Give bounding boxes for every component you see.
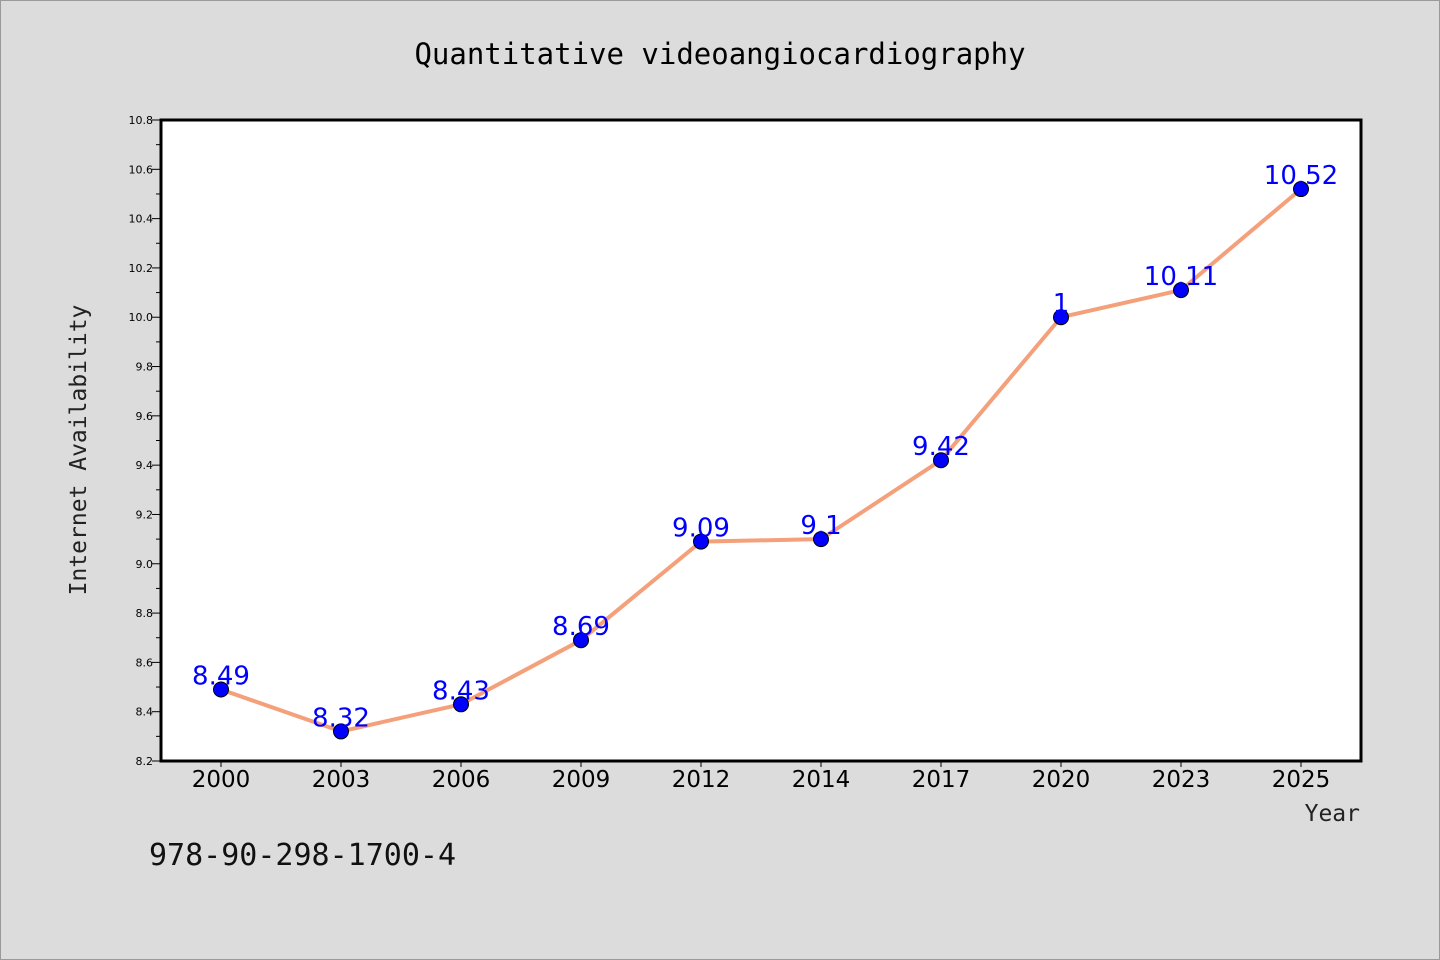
- data-point: [933, 452, 949, 469]
- data-label: 10.11: [1144, 262, 1218, 292]
- chart-title: Quantitative videoangiocardiography: [414, 37, 1025, 71]
- series-group: [213, 181, 1309, 740]
- y-tick-label: 9.8: [136, 361, 154, 374]
- x-axis: 2000 2003 2006 2009 2012 2014 2017 2020 2023 2025: [192, 761, 1331, 793]
- x-tick-label: 2000: [192, 767, 251, 793]
- y-tick-label: 10.6: [129, 163, 154, 176]
- y-tick-label: 8.2: [136, 755, 154, 768]
- y-tick-label: 8.8: [136, 607, 154, 620]
- series-line: [219, 187, 1303, 734]
- data-point: [573, 632, 589, 649]
- data-point: [813, 531, 829, 548]
- data-point: [693, 533, 709, 550]
- data-label: 9.09: [672, 514, 730, 544]
- y-tick-label: 9.0: [136, 558, 154, 571]
- data-labels: 8.49 8.32 8.43 8.69 9.09 9.1 9.42 1 10.11 10.52: [192, 161, 1338, 733]
- x-axis-label: Year: [1305, 801, 1360, 827]
- y-tick-label: 9.6: [136, 410, 154, 423]
- data-point: [333, 723, 349, 740]
- x-tick-label: 2020: [1032, 767, 1091, 793]
- y-axis-label: Internet Availability: [66, 305, 92, 596]
- x-tick-label: 2025: [1272, 767, 1331, 793]
- plot-area: [159, 118, 1363, 763]
- data-label: 8.49: [192, 662, 250, 692]
- x-tick-label: 2014: [792, 767, 851, 793]
- isbn-footnote: 978-90-298-1700-4: [149, 838, 456, 873]
- data-label: 9.42: [912, 432, 970, 462]
- x-tick-label: 2006: [432, 767, 491, 793]
- data-label: 1: [1053, 289, 1070, 319]
- data-point: [1293, 181, 1309, 198]
- data-label: 8.43: [432, 676, 490, 706]
- x-tick-label: 2009: [552, 767, 611, 793]
- y-tick-label: 9.2: [136, 508, 154, 521]
- data-label: 8.32: [312, 703, 370, 733]
- y-axis: 8.2 8.4 8.6 8.8 9.0 9.2 9.4 9.6 9.8 10.0 10.2 10.4 1…: [129, 114, 161, 768]
- data-label: 10.52: [1264, 161, 1338, 191]
- y-tick-label: 8.4: [136, 706, 154, 719]
- data-point: [1053, 309, 1069, 326]
- data-point: [453, 696, 469, 713]
- y-tick-label: 9.4: [136, 459, 154, 472]
- y-tick-label: 10.2: [129, 262, 154, 275]
- x-tick-label: 2012: [672, 767, 731, 793]
- data-label: 8.69: [552, 612, 610, 642]
- data-point: [213, 681, 229, 698]
- data-point: [1173, 282, 1189, 299]
- y-tick-label: 8.6: [136, 656, 154, 669]
- x-tick-label: 2023: [1152, 767, 1211, 793]
- x-tick-label: 2017: [912, 767, 971, 793]
- data-label: 9.1: [800, 511, 841, 541]
- x-tick-label: 2003: [312, 767, 371, 793]
- y-tick-label: 10.4: [129, 213, 154, 226]
- y-tick-label: 10.0: [129, 311, 154, 324]
- y-tick-label: 10.8: [129, 114, 154, 127]
